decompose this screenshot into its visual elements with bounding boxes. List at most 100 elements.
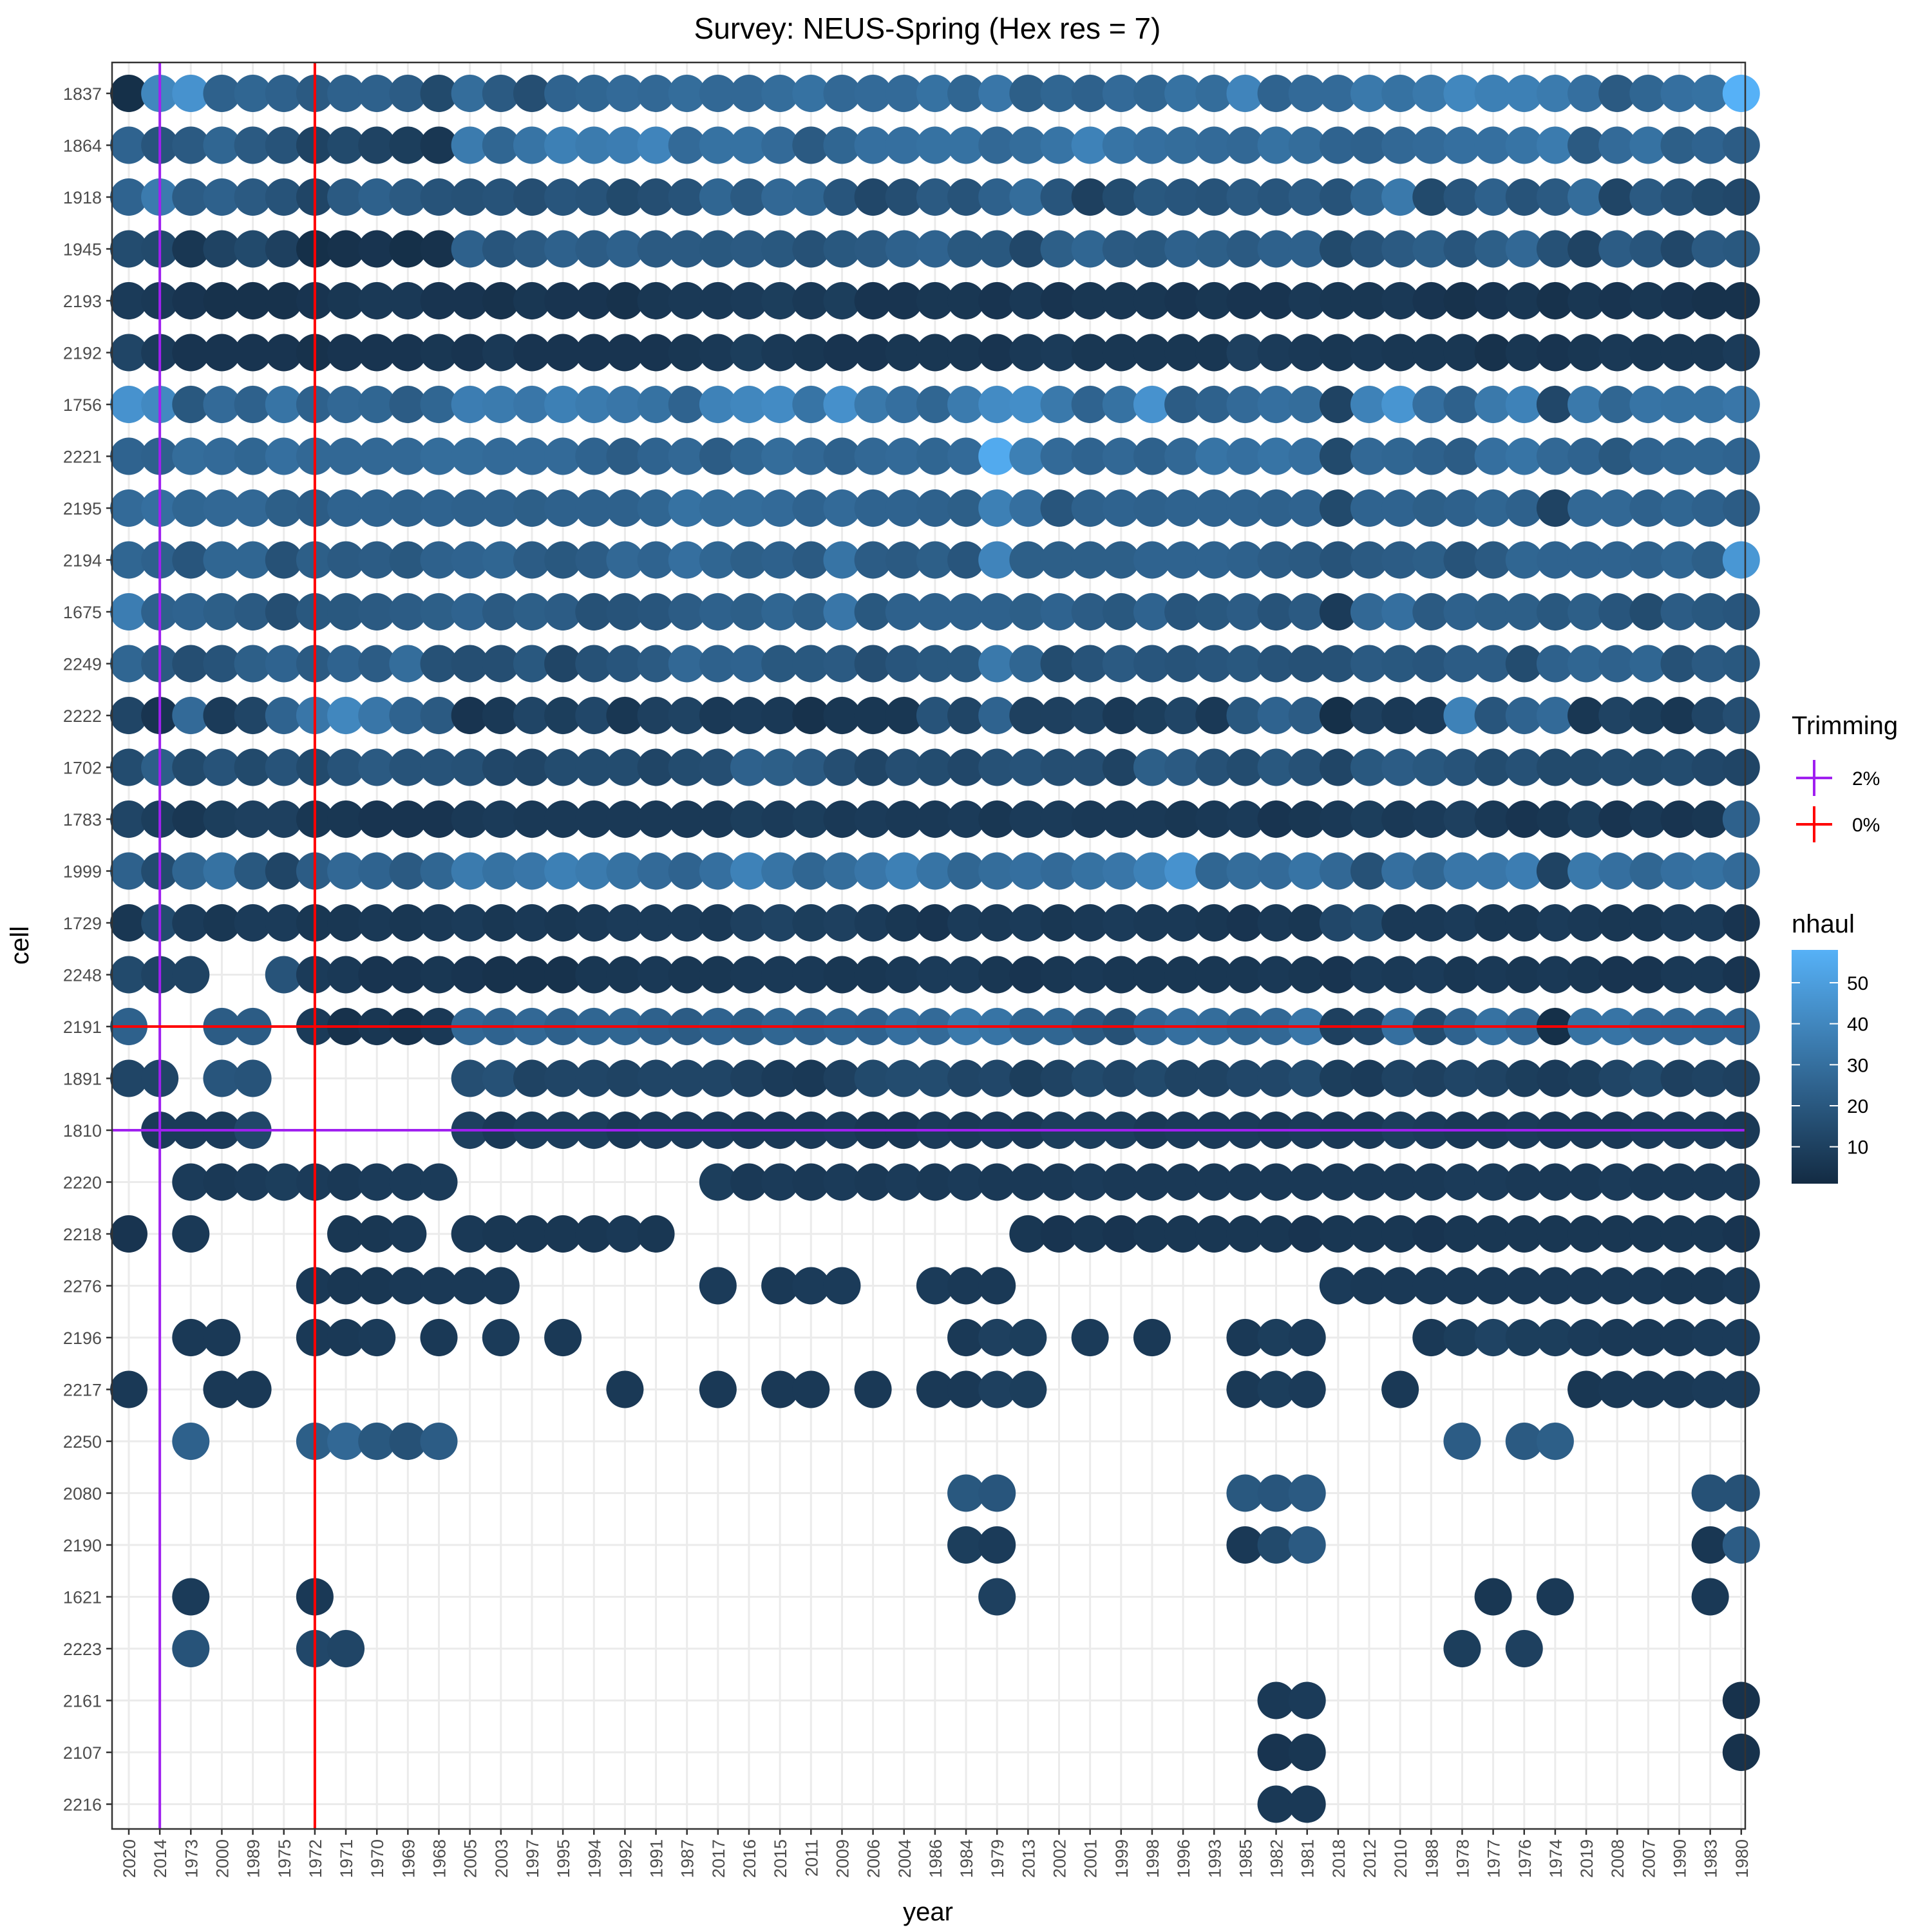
point-cell-2196-year-1974 (1536, 1319, 1574, 1356)
point-cell-1756-year-2018 (1319, 386, 1357, 423)
point-cell-2222-year-2003 (482, 697, 520, 734)
point-cell-1945-year-2017 (699, 230, 737, 268)
point-cell-1837-year-2006 (854, 75, 892, 112)
point-cell-1891-year-2007 (1629, 1059, 1667, 1097)
point-cell-2195-year-2011 (792, 489, 830, 527)
point-cell-1891-year-2006 (854, 1059, 892, 1097)
point-cell-1729-year-2013 (1009, 904, 1047, 942)
point-cell-1945-year-2016 (730, 230, 768, 268)
point-cell-2249-year-1974 (1536, 645, 1574, 683)
point-cell-2249-year-1996 (1164, 645, 1202, 683)
point-cell-2080-year-1985 (1226, 1474, 1264, 1512)
point-cell-2193-year-2000 (203, 282, 241, 319)
point-cell-1864-year-2012 (1350, 126, 1388, 164)
point-cell-2080-year-1982 (1257, 1474, 1295, 1512)
point-cell-2193-year-1989 (234, 282, 272, 319)
point-cell-2192-year-1984 (947, 334, 985, 372)
x-tick-label: 1988 (1422, 1839, 1441, 1878)
point-cell-2218-year-2007 (1629, 1215, 1667, 1253)
point-cell-1702-year-1992 (606, 748, 644, 786)
point-cell-1918-year-1975 (265, 178, 303, 216)
point-cell-2248-year-1981 (1288, 956, 1326, 994)
plot-panel: 1837 1864 1918 1945 2193 2192 1756 2221 2195 2194… (63, 61, 1760, 1878)
point-cell-2218-year-1997 (513, 1215, 551, 1253)
point-cell-2250-year-1974 (1536, 1423, 1574, 1460)
colorbar-tick-label: 50 (1847, 973, 1868, 994)
point-cell-1864-year-1984 (947, 126, 985, 164)
point-cell-2248-year-1994 (575, 956, 613, 994)
point-cell-1675-year-1994 (575, 593, 613, 630)
point-cell-1999-year-1985 (1226, 852, 1264, 890)
point-cell-2192-year-1986 (916, 334, 954, 372)
point-cell-2196-year-1984 (947, 1319, 985, 1356)
point-cell-1729-year-2010 (1381, 904, 1419, 942)
point-cell-1837-year-2013 (1009, 75, 1047, 112)
nhaul-colorbar-legend: nhaul 10 20 30 40 50 (1792, 910, 1868, 1184)
point-cell-1729-year-2018 (1319, 904, 1357, 942)
point-cell-2193-year-1982 (1257, 282, 1295, 319)
point-cell-2194-year-1975 (265, 541, 303, 579)
point-cell-1891-year-2008 (1598, 1059, 1636, 1097)
point-cell-2220-year-1996 (1164, 1163, 1202, 1201)
point-cell-1918-year-1977 (1474, 178, 1512, 216)
point-cell-1702-year-2020 (110, 748, 147, 786)
point-cell-2193-year-2007 (1629, 282, 1667, 319)
point-cell-2217-year-1986 (916, 1370, 954, 1408)
point-cell-2220-year-1993 (1195, 1163, 1233, 1201)
point-cell-1945-year-2011 (792, 230, 830, 268)
point-cell-1918-year-1984 (947, 178, 985, 216)
point-cell-2276-year-2007 (1629, 1267, 1667, 1305)
point-cell-2221-year-2011 (792, 437, 830, 475)
x-tick-label: 1987 (678, 1839, 697, 1878)
y-tick-label: 2220 (63, 1173, 102, 1193)
point-cell-1864-year-1978 (1443, 126, 1481, 164)
point-cell-2194-year-1979 (978, 541, 1016, 579)
point-cell-2194-year-2019 (1567, 541, 1605, 579)
point-cell-1702-year-1982 (1257, 748, 1295, 786)
point-cell-2220-year-2010 (1381, 1163, 1419, 1201)
point-cell-1702-year-1977 (1474, 748, 1512, 786)
point-cell-2195-year-2020 (110, 489, 147, 527)
point-cell-1999-year-2017 (699, 852, 737, 890)
point-cell-1999-year-2000 (203, 852, 241, 890)
point-cell-2249-year-1980 (1722, 645, 1760, 683)
point-cell-2192-year-2003 (482, 334, 520, 372)
point-cell-1702-year-1989 (234, 748, 272, 786)
point-cell-2196-year-1982 (1257, 1319, 1295, 1356)
point-cell-1729-year-2015 (761, 904, 799, 942)
point-cell-1891-year-1996 (1164, 1059, 1202, 1097)
point-cell-1756-year-1984 (947, 386, 985, 423)
point-cell-2194-year-1978 (1443, 541, 1481, 579)
point-cell-1999-year-1997 (513, 852, 551, 890)
point-cell-2192-year-2011 (792, 334, 830, 372)
point-cell-1918-year-2016 (730, 178, 768, 216)
point-cell-1729-year-1996 (1164, 904, 1202, 942)
point-cell-1837-year-2000 (203, 75, 241, 112)
point-cell-2276-year-2018 (1319, 1267, 1357, 1305)
point-cell-2192-year-1971 (327, 334, 365, 372)
point-cell-2221-year-1994 (575, 437, 613, 475)
point-cell-2248-year-1999 (1102, 956, 1140, 994)
point-cell-2220-year-1998 (1133, 1163, 1171, 1201)
point-cell-2195-year-1985 (1226, 489, 1264, 527)
point-cell-2221-year-1973 (172, 437, 210, 475)
point-cell-2217-year-1983 (1691, 1370, 1729, 1408)
point-cell-2216-year-1982 (1257, 1785, 1295, 1823)
point-cell-1864-year-1974 (1536, 126, 1574, 164)
point-cell-2249-year-1981 (1288, 645, 1326, 683)
point-cell-1729-year-1990 (1660, 904, 1698, 942)
point-cell-2249-year-2019 (1567, 645, 1605, 683)
point-cell-2276-year-1969 (389, 1267, 427, 1305)
x-tick-label: 1985 (1236, 1839, 1255, 1878)
point-cell-1729-year-1979 (978, 904, 1016, 942)
point-cell-2248-year-2016 (730, 956, 768, 994)
point-cell-1837-year-1970 (358, 75, 396, 112)
point-cell-2220-year-2008 (1598, 1163, 1636, 1201)
point-cell-1675-year-1970 (358, 593, 396, 630)
point-cell-2221-year-2009 (823, 437, 861, 475)
point-cell-1729-year-2003 (482, 904, 520, 942)
y-tick-label: 2223 (63, 1640, 102, 1659)
point-cell-2248-year-2020 (110, 956, 147, 994)
point-cell-1918-year-2010 (1381, 178, 1419, 216)
point-cell-2220-year-1973 (172, 1163, 210, 1201)
